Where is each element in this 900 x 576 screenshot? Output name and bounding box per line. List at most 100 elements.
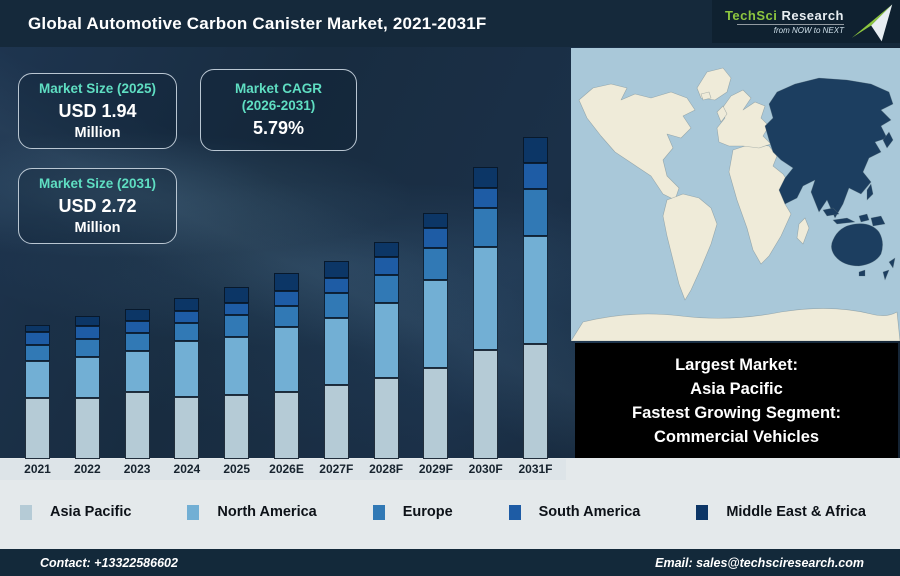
bar-segment bbox=[323, 293, 349, 318]
bar-segment bbox=[124, 309, 150, 321]
bar-segment bbox=[423, 280, 449, 368]
bar-segment bbox=[124, 351, 150, 392]
x-axis-label: 2023 bbox=[123, 462, 151, 476]
island-tasmania-highlight bbox=[858, 269, 866, 277]
bar-segment bbox=[274, 291, 299, 306]
bar-segment bbox=[274, 273, 299, 291]
market-cagr-box: Market CAGR (2026-2031) 5.79% bbox=[200, 69, 357, 151]
bar-segment bbox=[473, 208, 499, 247]
island-uk bbox=[716, 105, 728, 123]
continent-south-america bbox=[662, 193, 718, 301]
world-map bbox=[570, 48, 900, 342]
logo-tagline: from NOW to NEXT bbox=[773, 25, 844, 35]
bar-segment bbox=[423, 228, 449, 248]
islands-new-zealand-highlight bbox=[882, 257, 896, 281]
bar-segment bbox=[124, 321, 150, 333]
legend-item: Asia Pacific bbox=[20, 504, 131, 520]
logo-arrow-icon bbox=[851, 3, 893, 41]
bar-segment bbox=[124, 392, 150, 459]
legend-swatch bbox=[508, 504, 521, 520]
bar-segment bbox=[323, 278, 349, 293]
bar-segment bbox=[25, 345, 50, 361]
market-cagr-value: 5.79% bbox=[252, 118, 305, 139]
stacked-bar-2023 bbox=[124, 309, 150, 459]
x-axis-label: 2025 bbox=[223, 462, 251, 476]
legend-label: Middle East & Africa bbox=[726, 504, 866, 520]
market-size-2031-value: USD 2.72 bbox=[58, 196, 137, 217]
x-axis: 2021 2022 2023 2024 2025 2026E 2027F 2028F 2029F… bbox=[0, 459, 566, 480]
legend-item: South America bbox=[508, 504, 641, 520]
x-axis-label: 2022 bbox=[73, 462, 101, 476]
x-axis-label: 2030F bbox=[468, 462, 503, 476]
stacked-bar-2025 bbox=[224, 287, 250, 459]
island-philippines-highlight bbox=[866, 183, 874, 201]
logo-brand-part1: TechSci bbox=[724, 7, 778, 23]
bar-segment bbox=[323, 261, 349, 278]
x-axis-label: 2026E bbox=[269, 462, 304, 476]
logo-brand-part2: Research bbox=[781, 7, 844, 23]
legend-item: North America bbox=[187, 504, 317, 520]
bar-segment bbox=[523, 137, 548, 163]
x-axis-label: 2021 bbox=[24, 462, 51, 476]
bar-segment bbox=[274, 327, 299, 392]
continent-australia-highlight bbox=[831, 223, 883, 267]
bar-segment bbox=[274, 392, 299, 459]
bar-segment bbox=[523, 236, 548, 344]
bar-segment bbox=[74, 398, 100, 459]
bar-segment bbox=[224, 287, 250, 303]
callout-largest-market-label: Largest Market: bbox=[675, 355, 798, 374]
bar-segment bbox=[373, 275, 399, 303]
region-asia-highlight bbox=[764, 77, 894, 219]
x-axis-label: 2028F bbox=[369, 462, 404, 476]
stacked-bar-2031F bbox=[523, 137, 548, 459]
bar-segment bbox=[74, 316, 100, 326]
bar-segment bbox=[25, 361, 50, 398]
page-title: Global Automotive Carbon Canister Market… bbox=[28, 13, 487, 33]
legend-swatch bbox=[187, 504, 200, 520]
market-size-2025-box: Market Size (2025) USD 1.94 Million bbox=[18, 73, 177, 149]
bar-segment bbox=[74, 326, 100, 339]
island-iceland bbox=[700, 91, 712, 101]
bar-segment bbox=[74, 357, 100, 398]
x-axis-label: 2027F bbox=[319, 462, 354, 476]
stacked-bar-2021 bbox=[25, 325, 50, 459]
stacked-bar-2028F bbox=[373, 242, 399, 459]
bar-segment bbox=[174, 311, 200, 323]
bar-segment bbox=[25, 325, 50, 332]
continent-north-america bbox=[578, 83, 696, 201]
stacked-bar-2029F bbox=[423, 213, 449, 459]
bar-chart bbox=[0, 47, 566, 459]
market-size-2025-value: USD 1.94 bbox=[58, 101, 137, 122]
callout-largest-market-value: Asia Pacific bbox=[690, 379, 783, 398]
x-axis-label: 2029F bbox=[418, 462, 453, 476]
legend-item: Middle East & Africa bbox=[696, 504, 866, 520]
bar-segment bbox=[373, 242, 399, 257]
stacked-bar-2022 bbox=[74, 316, 100, 459]
bar-segment bbox=[423, 213, 449, 228]
bar-segment bbox=[224, 395, 250, 459]
bar-segment bbox=[373, 378, 399, 459]
island-madagascar bbox=[796, 217, 810, 245]
footer-email: Email: sales@techsciresearch.com bbox=[655, 555, 864, 570]
legend-label: Asia Pacific bbox=[50, 504, 132, 520]
market-size-2025-unit: Million bbox=[74, 125, 121, 142]
legend-label: Europe bbox=[402, 504, 453, 520]
bar-segment bbox=[423, 368, 449, 459]
bar-segment bbox=[224, 315, 250, 337]
continent-antarctica bbox=[570, 308, 900, 342]
bar-segment bbox=[323, 385, 349, 459]
legend-label: South America bbox=[538, 504, 641, 520]
stacked-bar-2026E bbox=[274, 273, 299, 459]
legend-item: Europe bbox=[372, 504, 453, 520]
island-japan-highlight bbox=[882, 131, 894, 149]
bar-segment bbox=[423, 248, 449, 280]
bar-segment bbox=[124, 333, 150, 351]
footer-contact: Contact: +13322586602 bbox=[40, 555, 178, 570]
legend-swatch bbox=[372, 504, 385, 520]
bar-segment bbox=[174, 397, 200, 459]
logo-text: TechSci Research from NOW to NEXT bbox=[725, 9, 844, 35]
bar-segment bbox=[473, 167, 499, 188]
market-size-2031-label: Market Size (2031) bbox=[38, 175, 157, 191]
legend-label: North America bbox=[217, 504, 317, 520]
